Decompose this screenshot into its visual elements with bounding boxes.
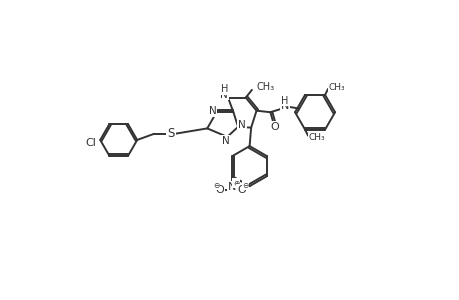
Text: ⊖: ⊖: [241, 181, 248, 190]
Text: O: O: [270, 122, 279, 132]
Text: ⊕: ⊕: [232, 178, 239, 188]
Text: N: N: [228, 182, 236, 192]
Text: CH₃: CH₃: [256, 82, 274, 92]
Text: N: N: [220, 89, 228, 100]
Text: Cl: Cl: [85, 138, 96, 148]
Text: N: N: [237, 119, 245, 130]
Text: N: N: [280, 101, 289, 111]
Text: S: S: [167, 127, 174, 140]
Text: H: H: [281, 96, 288, 106]
Text: H: H: [220, 84, 227, 94]
Text: O: O: [237, 185, 246, 195]
Text: CH₃: CH₃: [328, 83, 345, 92]
Text: S: S: [168, 127, 175, 140]
Text: ⊖: ⊖: [213, 181, 219, 190]
Text: CH₃: CH₃: [308, 133, 325, 142]
Text: O: O: [215, 185, 224, 195]
Text: N: N: [208, 106, 216, 116]
Text: N: N: [221, 136, 229, 146]
